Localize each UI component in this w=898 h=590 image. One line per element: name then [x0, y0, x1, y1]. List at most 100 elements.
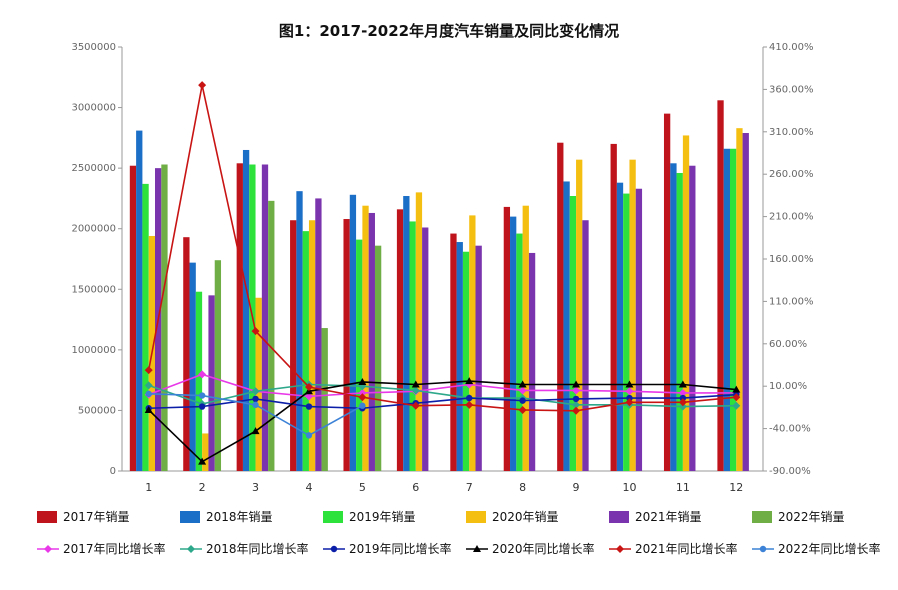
bar: [290, 220, 297, 471]
bar: [368, 212, 375, 472]
bar: [450, 233, 457, 471]
legend-label: 2019年同比增长率: [349, 541, 452, 556]
y-left-tick-label: 3000000: [71, 103, 116, 114]
series-line: [147, 84, 737, 412]
line-point: [411, 386, 420, 395]
legend-label: 2018年同比增长率: [206, 541, 309, 556]
bar: [409, 221, 416, 471]
bar: [422, 227, 429, 471]
legend-marker: [330, 545, 338, 553]
bar: [415, 192, 423, 471]
line-point: [304, 392, 313, 401]
bar: [729, 148, 737, 471]
line-point: [144, 381, 153, 390]
line-point: [305, 432, 313, 439]
bar: [236, 163, 243, 471]
y-right-tick-label: 210.00%: [769, 212, 814, 223]
bar: [510, 216, 517, 471]
bar: [403, 196, 410, 471]
line-point: [572, 386, 581, 395]
line-point: [732, 401, 741, 410]
bar: [582, 220, 589, 471]
line-point: [144, 405, 153, 413]
bar: [142, 183, 149, 472]
bar: [396, 209, 404, 471]
line-point: [144, 366, 153, 375]
y-left-tick-label: 2500000: [71, 163, 116, 174]
bar: [136, 130, 143, 472]
bar: [261, 164, 269, 471]
bar: [623, 193, 630, 471]
bars-layer: [129, 100, 749, 472]
line-point: [679, 394, 687, 402]
bar: [343, 219, 350, 471]
line-point: [519, 397, 526, 404]
line-point: [359, 402, 366, 409]
bar: [682, 135, 690, 472]
line-point: [251, 327, 260, 336]
bar: [475, 245, 482, 471]
y-right-tick-label: -40.00%: [769, 424, 811, 435]
x-tick-label: 1: [145, 481, 152, 494]
line-point: [252, 401, 259, 409]
bar: [528, 252, 536, 471]
legend-swatch: [752, 511, 772, 523]
bar: [663, 113, 671, 471]
bar: [522, 205, 529, 471]
bar: [349, 194, 357, 471]
legend-marker: [44, 545, 52, 553]
bar: [208, 295, 215, 471]
bar: [214, 260, 222, 471]
y-left-tick-label: 1500000: [71, 284, 116, 295]
bar: [161, 164, 168, 471]
line-point: [518, 386, 527, 395]
line-point: [678, 398, 687, 407]
legend-label: 2019年销量: [349, 510, 416, 524]
legend-label: 2022年销量: [778, 510, 845, 524]
legend-label: 2017年销量: [63, 510, 130, 524]
legend-label: 2022年同比增长率: [778, 541, 881, 556]
legend-marker: [187, 545, 195, 553]
legend-marker: [759, 545, 767, 553]
line-point: [625, 380, 634, 388]
line-point: [358, 393, 367, 402]
bar: [629, 159, 636, 472]
line-point: [198, 403, 206, 410]
line-point: [572, 400, 581, 409]
y-right-tick-label: 310.00%: [769, 127, 814, 138]
line-point: [358, 377, 367, 385]
x-tick-label: 6: [412, 481, 419, 494]
bar: [202, 433, 209, 471]
x-tick-label: 11: [676, 481, 690, 494]
line-point: [678, 380, 687, 388]
line-point: [465, 400, 474, 409]
bar: [195, 291, 203, 471]
legend-label: 2020年销量: [492, 510, 559, 524]
bar: [321, 328, 328, 471]
y-right-tick-label: 10.00%: [769, 381, 807, 392]
x-tick-label: 4: [305, 481, 312, 494]
bar: [689, 165, 696, 471]
bar: [456, 242, 463, 471]
bar: [723, 148, 730, 471]
x-tick-label: 3: [252, 481, 259, 494]
y-left-tick-label: 500000: [78, 405, 116, 416]
bar: [183, 237, 190, 471]
bar: [302, 231, 309, 471]
bar: [268, 200, 275, 471]
legend-swatch: [609, 511, 629, 523]
x-tick-label: 7: [466, 481, 473, 494]
line-point: [358, 388, 367, 397]
bar: [296, 191, 303, 471]
x-tick-label: 12: [729, 481, 743, 494]
x-tick-label: 8: [519, 481, 526, 494]
line-point: [678, 388, 687, 397]
legend-swatch: [37, 511, 57, 523]
legend-label: 2020年同比增长率: [492, 541, 595, 556]
line-point: [625, 387, 634, 396]
bar: [315, 198, 322, 471]
bar: [356, 239, 363, 471]
legend-label: 2018年销量: [206, 510, 273, 524]
bar: [189, 262, 196, 471]
